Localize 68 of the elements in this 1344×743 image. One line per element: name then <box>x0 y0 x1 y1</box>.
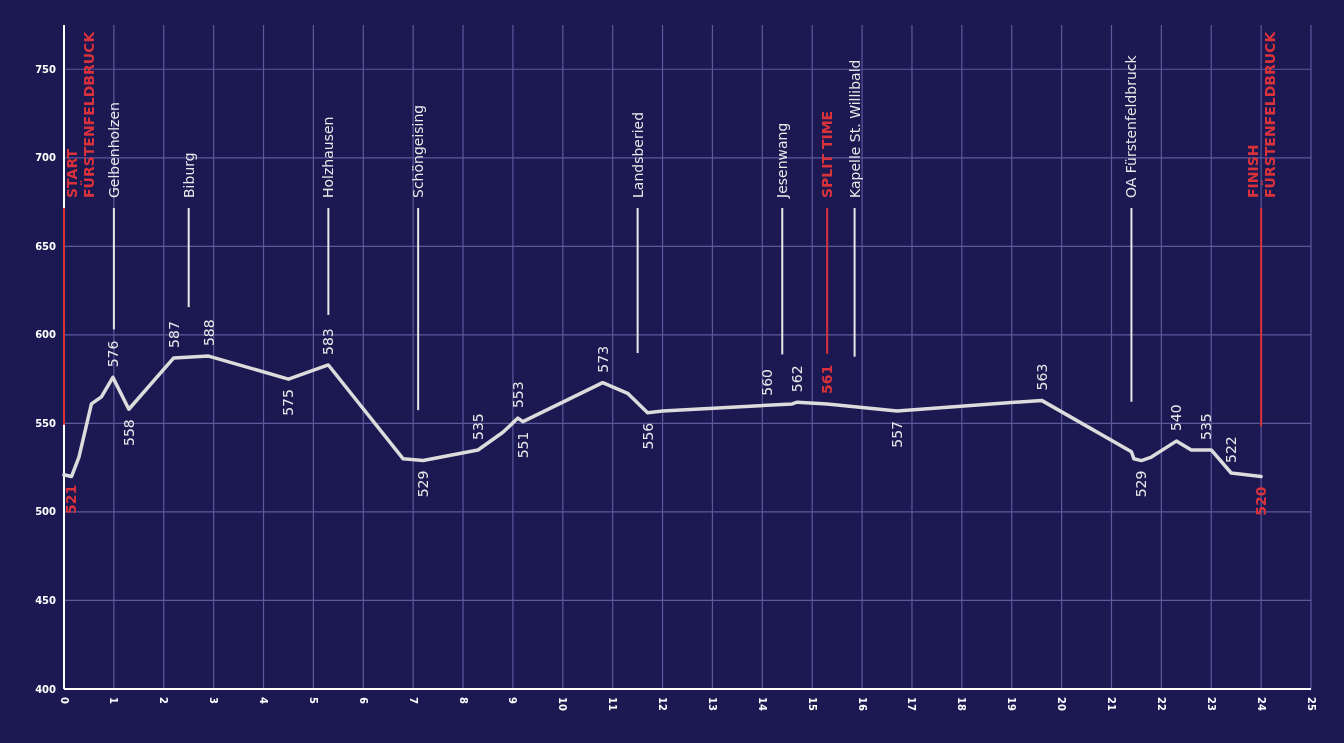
x-tick-label: 20 <box>1056 697 1068 711</box>
x-tick-label: 15 <box>806 697 818 711</box>
x-tick-label: 8 <box>457 697 469 704</box>
x-tick-label: 0 <box>58 697 70 704</box>
x-tick-label: 2 <box>158 697 170 704</box>
y-tick-label: 550 <box>35 417 57 429</box>
y-tick-label: 500 <box>35 506 57 518</box>
annotation: 588 <box>200 319 217 347</box>
x-tick-label: 1 <box>108 697 120 704</box>
annotation: 561 <box>819 364 836 394</box>
annotation: 575 <box>280 389 297 416</box>
annotation: 558 <box>120 419 137 446</box>
annotation: 583 <box>320 328 337 355</box>
y-tick-label: 750 <box>35 63 57 75</box>
x-tick-label: 4 <box>258 697 270 704</box>
annotation: 529 <box>1133 470 1150 498</box>
annotation: 521 <box>62 484 79 514</box>
annotation: 573 <box>594 345 611 373</box>
y-tick-label: 650 <box>35 240 57 252</box>
x-tick-label: 23 <box>1205 697 1217 711</box>
annotation: 576 <box>104 340 121 368</box>
x-tick-label: 18 <box>956 697 968 711</box>
annotation: 522 <box>1223 436 1240 463</box>
ref-line-label: Biburg <box>180 152 197 198</box>
x-tick-label: 25 <box>1305 697 1317 711</box>
annotation: 562 <box>789 365 806 393</box>
x-tick-label: 19 <box>1006 697 1018 711</box>
x-tick-label: 11 <box>607 697 619 711</box>
annotation: 560 <box>759 368 776 396</box>
x-tick-label: 7 <box>407 697 419 704</box>
annotation: 520 <box>1253 486 1270 516</box>
x-tick-label: 10 <box>557 697 569 711</box>
ref-line-label: OA Fürstenfeldbruck <box>1123 54 1140 198</box>
x-tick-label: 9 <box>507 697 519 704</box>
x-tick-label: 21 <box>1105 697 1117 711</box>
y-tick-label: 450 <box>35 594 57 606</box>
annotation: 529 <box>415 470 432 498</box>
annotation: 556 <box>639 422 656 450</box>
ref-line-label: Kapelle St. Willibald <box>846 59 863 198</box>
ref-line-label: START FÜRSTENFELDBRUCK <box>63 30 97 198</box>
x-tick-label: 14 <box>756 697 768 711</box>
annotation: 551 <box>514 431 531 459</box>
x-tick-label: 5 <box>307 697 319 704</box>
annotation: 540 <box>1168 404 1185 432</box>
y-tick-label: 400 <box>35 683 57 695</box>
ref-line-label: SPLIT TIME <box>819 110 836 198</box>
ref-line-label: Gelbenholzen <box>105 102 122 198</box>
annotation: 563 <box>1033 363 1050 391</box>
y-tick-label: 600 <box>35 329 57 341</box>
x-tick-label: 24 <box>1255 697 1267 711</box>
x-tick-label: 16 <box>856 697 868 711</box>
ref-line-label: FINISH FÜRSTENFELDBRUCK <box>1244 30 1278 198</box>
annotation: 535 <box>1198 413 1215 440</box>
ref-line-label: Landsberied <box>629 111 646 198</box>
ref-line-label: Jesenwang <box>774 122 791 199</box>
x-tick-label: 22 <box>1155 697 1167 711</box>
ref-line-label: Schöngeising <box>410 104 427 198</box>
annotation: 587 <box>165 321 182 348</box>
annotation: 535 <box>469 413 486 440</box>
x-tick-label: 3 <box>208 697 220 704</box>
x-tick-label: 12 <box>657 697 669 711</box>
x-tick-label: 17 <box>906 697 918 711</box>
x-tick-label: 13 <box>706 697 718 711</box>
annotation: 553 <box>509 381 526 409</box>
x-tick-label: 6 <box>357 697 369 704</box>
annotation: 557 <box>888 421 905 448</box>
y-tick-label: 700 <box>35 152 57 164</box>
ref-line-label: Holzhausen <box>320 116 337 198</box>
